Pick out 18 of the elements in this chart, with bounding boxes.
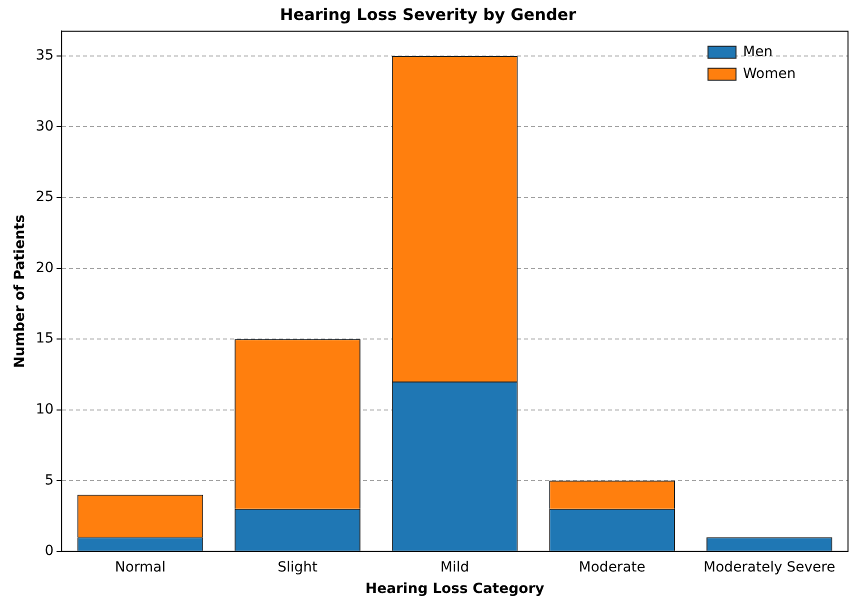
y-tick-label: 15 (36, 330, 54, 347)
y-tick-label: 30 (36, 118, 54, 134)
y-tick-label: 0 (44, 543, 54, 560)
y-tick-label: 35 (36, 48, 54, 64)
x-axis-title: Hearing Loss Category (365, 581, 544, 598)
x-tick-label: Moderately Severe (704, 559, 836, 576)
x-tick-label: Moderate (578, 559, 646, 576)
legend-label: Women (743, 66, 796, 82)
y-axis-title: Number of Patients (12, 214, 28, 368)
y-tick-label: 10 (36, 401, 54, 418)
y-tick-label: 5 (44, 472, 54, 488)
legend-label: Men (743, 44, 773, 60)
x-tick-label: Slight (278, 559, 318, 576)
y-tick-label: 25 (36, 189, 54, 206)
x-tick-label: Normal (114, 559, 166, 576)
chart-title: Hearing Loss Severity by Gender (280, 4, 576, 24)
y-tick-label: 20 (36, 260, 54, 276)
x-tick-label: Mild (440, 559, 470, 576)
